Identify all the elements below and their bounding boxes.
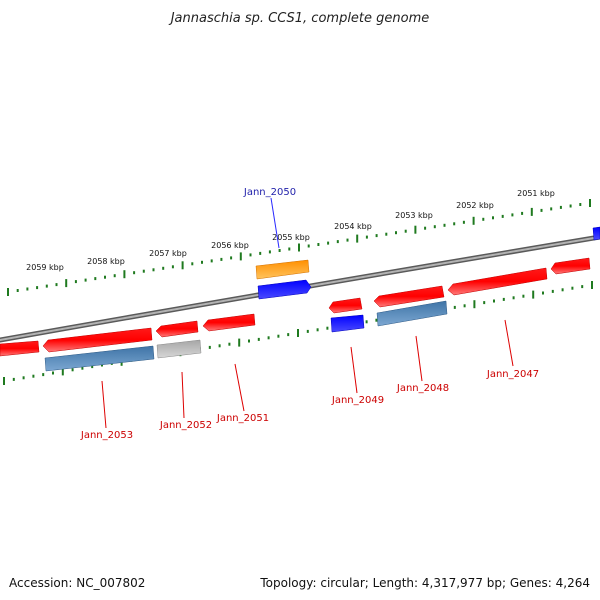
gene-red-rev-a[interactable] [42, 327, 153, 353]
scale-label-2056: 2056 kbp [211, 241, 249, 250]
gene-red-rev-c[interactable] [202, 313, 256, 332]
scale-label-2051: 2051 kbp [517, 189, 555, 198]
gene-label-jann-2050[interactable]: Jann_2050 [243, 187, 296, 198]
leader-jann-2052 [181, 371, 185, 419]
scale-label-2054: 2054 kbp [334, 222, 372, 231]
gene-orange-top[interactable] [255, 259, 310, 280]
gene-labels: Jann_2050 Jann_2053 Jann_2052 Jann_2051 … [80, 187, 539, 441]
scale-label-2053: 2053 kbp [395, 211, 433, 220]
scale-label-2059: 2059 kbp [26, 263, 64, 272]
gene-steel-rev-a[interactable] [44, 345, 155, 372]
gene-red-fwd-c[interactable] [447, 267, 548, 296]
leader-jann-2050 [270, 197, 280, 249]
gene-label-jann-2051[interactable]: Jann_2051 [216, 413, 269, 424]
gene-red-fwd-d[interactable] [550, 257, 591, 275]
gene-label-jann-2052[interactable]: Jann_2052 [159, 420, 212, 431]
scale-labels: 2059 kbp 2058 kbp 2057 kbp 2056 kbp 2055… [26, 189, 555, 272]
gene-blue-top[interactable] [257, 279, 312, 300]
gene-red-rev-b[interactable] [155, 320, 199, 338]
scale-label-2055: 2055 kbp [272, 233, 310, 242]
gene-label-jann-2048[interactable]: Jann_2048 [396, 383, 449, 394]
gene-red-fwd-a[interactable] [328, 297, 363, 314]
gene-label-jann-2047[interactable]: Jann_2047 [486, 369, 539, 380]
leader-lines [101, 197, 514, 429]
leader-jann-2053 [101, 380, 107, 429]
leader-jann-2047 [504, 319, 514, 367]
scale-label-2058: 2058 kbp [87, 257, 125, 266]
gene-blue-right-edge[interactable] [592, 226, 600, 241]
gene-label-jann-2053[interactable]: Jann_2053 [80, 430, 133, 441]
leader-jann-2048 [415, 335, 423, 382]
genome-summary-text: Topology: circular; Length: 4,317,977 bp… [259, 576, 590, 590]
gene-red-fwd-b[interactable] [373, 285, 445, 308]
gene-steel-rev-b[interactable] [376, 300, 448, 327]
scale-label-2057: 2057 kbp [149, 249, 187, 258]
gene-gray-rev[interactable] [156, 339, 202, 359]
scale-label-2052: 2052 kbp [456, 201, 494, 210]
genome-title: Jannaschia sp. CCS1, complete genome [168, 11, 430, 26]
forward-strand-genes [255, 226, 600, 314]
accession-text: Accession: NC_007802 [9, 576, 145, 590]
leader-jann-2049 [350, 346, 358, 394]
gene-red-rev-left-edge[interactable] [0, 340, 40, 357]
gene-blue-rev[interactable] [330, 314, 365, 333]
gene-label-jann-2049[interactable]: Jann_2049 [331, 395, 384, 406]
leader-jann-2051 [234, 363, 245, 412]
reverse-strand-genes [0, 300, 448, 372]
